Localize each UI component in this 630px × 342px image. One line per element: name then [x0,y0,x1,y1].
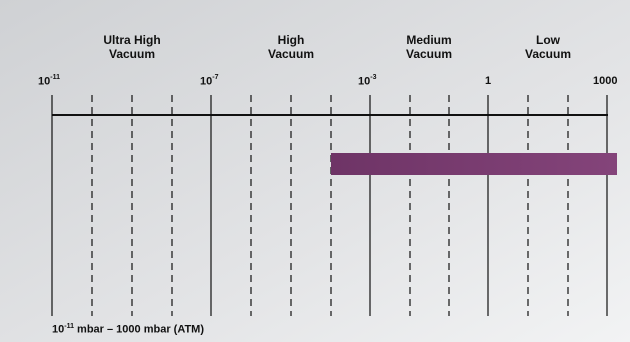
pressure-range-caption: 10-11 mbar – 1000 mbar (ATM) [52,323,204,336]
measurement-range-bar [331,153,617,175]
tick-label-1000: 1000 [593,75,618,87]
tick-label-1e-3: 10-3 [358,74,377,88]
range-label-high-vacuum: High Vacuum [267,33,315,61]
range-label-ultra-high-vacuum: Ultra High Vacuum [103,33,161,61]
tick-label-1: 1 [485,75,492,87]
range-label-medium-vacuum: Medium Vacuum [405,33,453,61]
range-label-low-vacuum: Low Vacuum [524,33,572,61]
tick-label-1e-11: 10-11 [38,74,60,88]
tick-label-1e-7: 10-7 [200,74,219,88]
